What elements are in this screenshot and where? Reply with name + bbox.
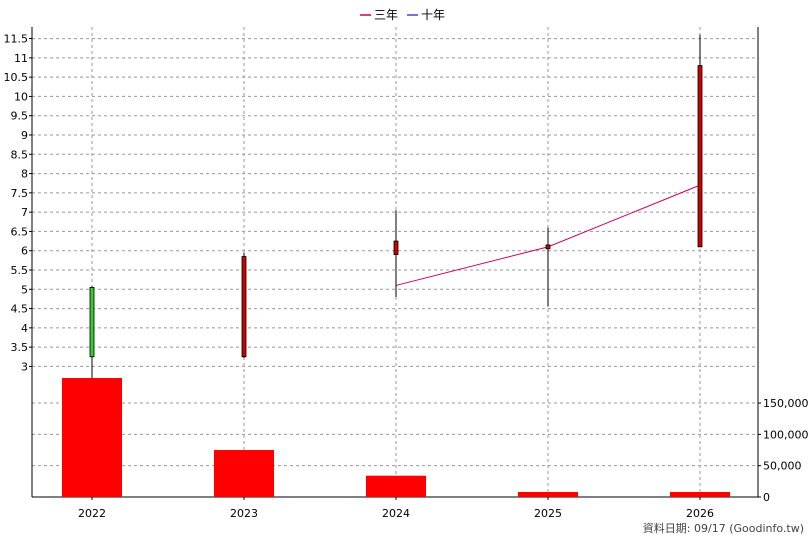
price-tick-label: 10 [14,90,28,103]
candle-body [697,65,703,248]
volume-tick-label: 0 [763,491,770,504]
volume-tick-label: 100,000 [763,428,808,441]
legend: 三年 十年 [360,8,445,22]
candle-body [545,244,551,250]
volume-bar [366,475,426,497]
volume-bar [214,450,274,497]
price-tick-label: 8.5 [11,148,29,161]
volume-tick-label: 50,000 [763,460,802,473]
price-tick-label: 6.5 [11,225,29,238]
price-tick-label: 7 [21,206,28,219]
candles [89,34,703,378]
x-tick-label: 2023 [230,507,258,520]
price-tick-label: 6 [21,245,28,258]
volume-bar [518,491,578,497]
axes [29,27,761,500]
price-tick-label: 11.5 [4,33,29,46]
candle-body [241,256,247,358]
x-tick-label: 2026 [686,507,714,520]
candle-body [89,286,95,358]
volume-bar [62,378,122,497]
price-tick-label: 9 [21,129,28,142]
volume-bar [670,491,730,497]
legend-label: 三年 [374,8,398,22]
price-tick-label: 3.5 [11,341,29,354]
x-tick-label: 2022 [78,507,106,520]
price-tick-label: 8 [21,168,28,181]
labels: 3 3.5 4 4.5 5 5.5 6 6.5 7 7.5 8 8.5 9 9.5 10 10.5 11 11.5… [4,33,808,520]
price-tick-label: 11 [14,52,28,65]
volume-bars [62,378,730,497]
x-tick-label: 2024 [382,507,410,520]
volume-tick-label: 150,000 [763,397,808,410]
price-tick-label: 4 [21,322,28,335]
grid [32,27,758,497]
price-tick-label: 5.5 [11,264,29,277]
price-tick-label: 5 [21,283,28,296]
price-tick-label: 7.5 [11,187,29,200]
price-tick-label: 9.5 [11,110,29,123]
price-tick-label: 10.5 [4,71,29,84]
price-tick-label: 4.5 [11,303,29,316]
legend-label: 十年 [421,8,445,22]
x-tick-label: 2025 [534,507,562,520]
candle-body [393,240,399,255]
price-tick-label: 3 [21,360,28,373]
source-note: 資料日期: 09/17 (Goodinfo.tw) [643,521,804,535]
